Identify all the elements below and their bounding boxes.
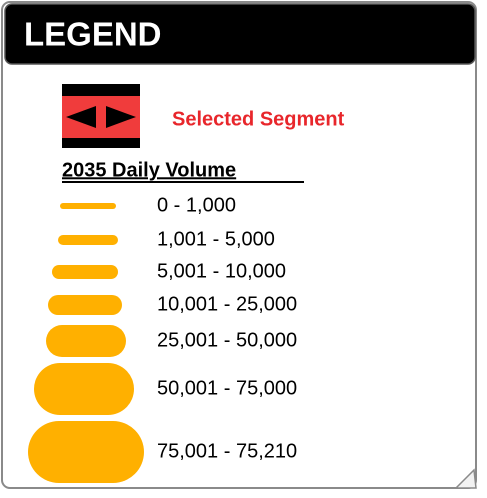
volume-label: 0 - 1,000 (157, 194, 236, 216)
header-bar (4, 3, 476, 65)
section-title: 2035 Daily Volume (62, 159, 236, 181)
volume-symbol (34, 363, 134, 415)
volume-symbol (60, 203, 116, 209)
volume-symbol (52, 265, 118, 279)
page-curl (454, 468, 477, 489)
volume-label: 50,001 - 75,000 (157, 377, 297, 399)
volume-label: 1,001 - 5,000 (157, 228, 275, 250)
volume-symbol (58, 235, 118, 245)
volume-label: 5,001 - 10,000 (157, 260, 286, 282)
volume-symbol (28, 421, 144, 483)
volume-symbol (46, 325, 126, 357)
volume-symbol (48, 295, 122, 315)
volume-label: 25,001 - 50,000 (157, 329, 297, 351)
arrow-right (106, 106, 136, 128)
header-title: LEGEND (24, 16, 162, 53)
arrow-left (66, 106, 96, 128)
volume-label: 10,001 - 25,000 (157, 293, 297, 315)
volume-label: 75,001 - 75,210 (157, 440, 297, 462)
selected-label: Selected Segment (172, 108, 345, 130)
